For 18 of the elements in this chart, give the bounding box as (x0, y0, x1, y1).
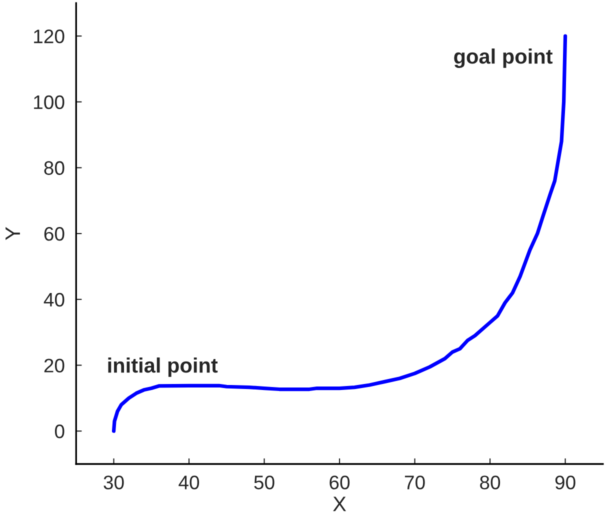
annotation: initial point (108, 357, 218, 377)
y-tick-label: 120 (34, 30, 64, 44)
x-tick-label: 90 (555, 476, 576, 490)
x-axis-title: X (333, 496, 346, 512)
y-tick-label: 40 (44, 292, 64, 307)
y-tick-label: 80 (44, 161, 64, 175)
x-tick-label: 50 (254, 476, 274, 490)
x-tick-label: 60 (330, 476, 350, 490)
y-tick-label: 60 (44, 227, 64, 241)
x-tick-label: 40 (178, 476, 200, 490)
y-tick-label: 20 (44, 358, 64, 372)
x-tick-label: 80 (480, 476, 500, 490)
y-axis-title: Y (6, 227, 20, 240)
x-tick-label: 70 (404, 476, 425, 490)
x-tick-label: 30 (104, 476, 124, 490)
y-tick-label: 100 (34, 95, 64, 110)
annotation: goal point (454, 48, 553, 68)
y-tick-label: 0 (54, 424, 64, 438)
